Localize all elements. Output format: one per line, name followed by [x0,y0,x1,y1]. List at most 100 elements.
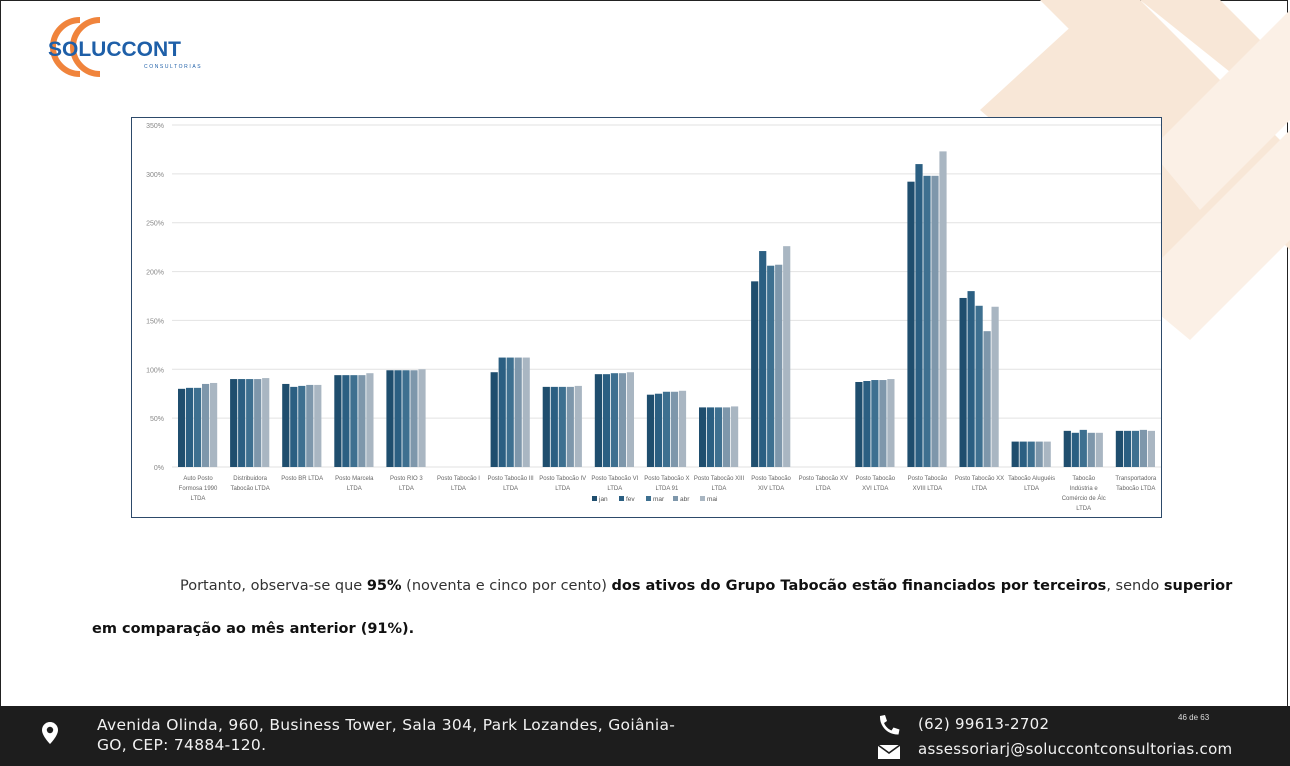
x-category-label: Tabocão Aluguéis [1008,476,1055,482]
y-tick-label: 100% [146,367,164,374]
x-category-label: Posto Tabocão IV [539,476,586,482]
bar-mar [1131,430,1139,467]
x-category-label: LTDA [816,486,831,492]
bar-chart: 0% 50% 100% 150% 200% 250% 300% 350% Auto Posto F… [146,123,1161,512]
bar-fev [498,357,506,467]
bar-mai [262,378,270,467]
x-category-label: Posto Tabocão [908,476,948,482]
bar-abr [723,407,731,467]
bar-abr [410,370,418,467]
bar-mar [923,175,931,467]
legend-swatch-jan [592,496,597,501]
paragraph-bold-percent: 95% [366,578,402,594]
x-category-label: LTDA [347,486,362,492]
y-tick-label: 300% [146,172,164,179]
x-category-label: Tabocão LTDA [1116,486,1155,492]
bar-abr [1035,441,1043,467]
x-category-label: LTDA [1024,486,1039,492]
bar-abr [306,384,314,467]
legend-swatch-fev [619,496,624,501]
x-category-label: Posto Tabocão [856,476,896,482]
bar-fev [654,393,663,467]
footer: Avenida Olinda, 960, Business Tower, Sal… [0,706,1290,766]
bar-mai [887,379,895,467]
bar-mai [939,151,947,467]
bar-mar [871,380,879,467]
paragraph-text-e: , sendo [1106,578,1164,594]
bar-abr [358,375,366,467]
bar-mar [975,305,983,467]
bar-mai [1043,441,1051,467]
x-category-label: Auto Posto [183,476,213,482]
bar-fev [602,374,610,467]
bar-mar [350,375,358,467]
x-category-label: LTDA [607,486,622,492]
bar-jan [490,372,498,467]
bar-jan [386,370,394,467]
x-category-label: Posto Tabocão I [437,476,480,482]
footer-phone[interactable]: (62) 99613-2702 [918,715,1050,733]
x-category-label: Transportadora [1115,476,1156,482]
bar-abr [202,383,210,467]
x-category-label: LTDA [712,486,727,492]
x-category-label: LTDA 91 [655,486,679,492]
bar-jan [1011,441,1019,467]
bar-mar [1079,429,1087,467]
bar-jan [751,281,759,467]
bar-mai [678,390,687,467]
legend-swatch-mar [646,496,651,501]
bar-mai [574,385,582,467]
bar-mai [366,373,374,467]
x-category-label: LTDA [1076,506,1091,512]
bar-fev [759,251,767,467]
bar-mai [1095,432,1103,467]
bar-abr [983,331,991,467]
bar-fev [1071,432,1079,467]
x-category-label: XVI LTDA [862,486,888,492]
bar-mai [418,369,426,467]
bar-jan [594,374,602,467]
bar-jan [1063,430,1071,467]
bar-fev [290,386,298,467]
logo-subtext: CONSULTORIAS [144,64,202,70]
bar-abr [931,175,939,467]
x-category-label: LTDA [451,486,466,492]
phone-icon [879,715,900,735]
x-category-label: Posto Tabocão III [487,476,534,482]
bar-mar [767,265,775,467]
x-category-label: LTDA [555,486,570,492]
paragraph-line-1: Portanto, observa-se que 95% (noventa e … [180,578,1232,594]
bar-jan [1115,430,1123,467]
bar-jan [178,388,186,467]
x-category-label: LTDA [399,486,414,492]
x-category-label: Tabocão LTDA [230,486,269,492]
bar-jan [282,383,290,467]
paragraph-text-c: (noventa e cinco por cento) [401,578,612,594]
bar-fev [707,407,715,467]
bar-mar [402,370,410,467]
paragraph-bold-financed: dos ativos do Grupo Tabocão estão financ… [611,578,1107,594]
x-category-label: LTDA [191,496,206,502]
footer-address: Avenida Olinda, 960, Business Tower, Sal… [97,715,797,755]
legend-label-mai: mai [707,496,717,503]
x-category-label: XVIII LTDA [913,486,943,492]
x-category-label: Comércio de Álc [1062,495,1106,502]
bar-mai [783,246,791,467]
paragraph-line-2: em comparação ao mês anterior (91%). [92,621,414,637]
x-category-label: Posto Tabocão XIII [694,476,745,482]
bar-abr [566,386,574,467]
bar-jan [699,407,707,467]
bar-fev [238,379,246,467]
footer-email[interactable]: assessoriarj@soluccontconsultorias.com [918,740,1233,758]
legend-label-abr: abr [680,496,690,503]
legend-label-jan: jan [598,496,608,503]
bar-mai [522,357,530,467]
paragraph-text-a: Portanto, observa-se que [180,578,367,594]
bar-mar [194,387,202,467]
bar-abr [775,264,783,467]
bar-abr [514,357,522,467]
bar-jan [230,379,238,467]
bar-mar [610,373,618,467]
x-category-label: Posto Tabocão XV [799,476,848,482]
bar-mar [298,385,306,467]
